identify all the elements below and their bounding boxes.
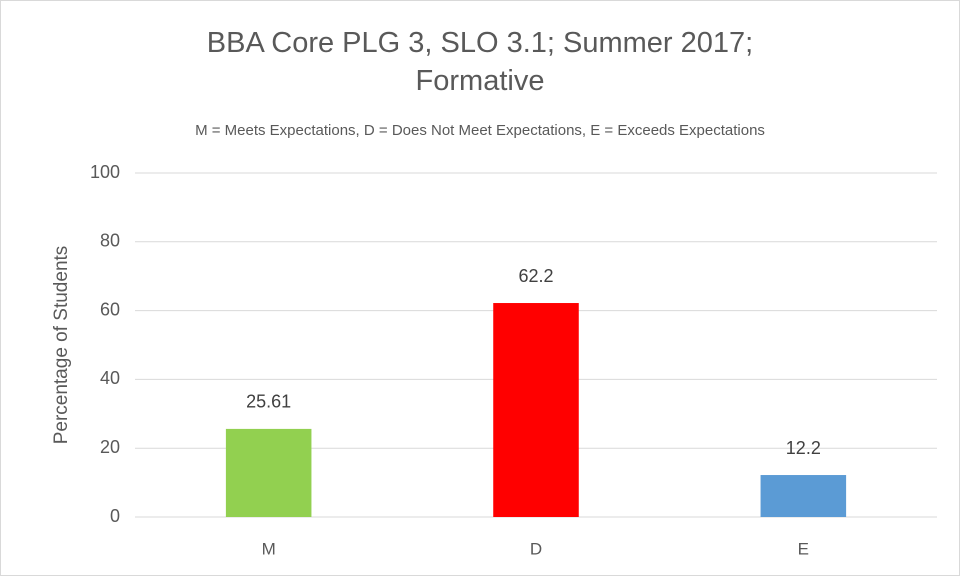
x-tick-label: E [798,539,809,558]
y-tick-label: 20 [100,437,120,457]
data-label: 62.2 [518,266,553,286]
bar [493,303,579,517]
y-tick-label: 0 [110,506,120,526]
x-tick-label: D [530,539,542,558]
data-label: 12.2 [786,438,821,458]
bar [760,475,847,517]
data-label: 25.61 [246,392,291,412]
y-tick-label: 80 [100,231,120,251]
chart-subtitle: M = Meets Expectations, D = Does Not Mee… [195,122,765,139]
y-tick-label: 60 [100,299,120,319]
bar [225,428,312,517]
x-tick-label: M [262,539,276,558]
y-tick-label: 40 [100,368,120,388]
chart-title: BBA Core PLG 3, SLO 3.1; Summer 2017; Fo… [206,27,754,97]
y-axis-label: Percentage of Students [51,246,72,445]
y-tick-label: 100 [90,162,120,182]
